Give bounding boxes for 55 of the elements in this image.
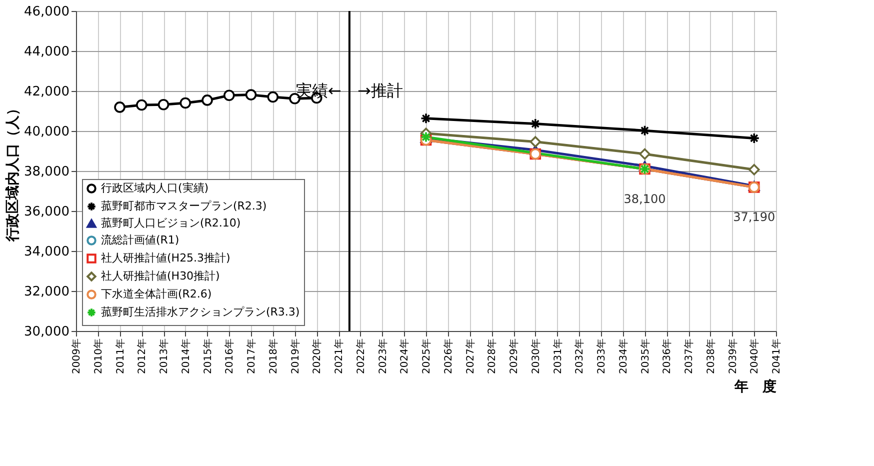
x-tick-label: 2027年 bbox=[464, 338, 476, 374]
y-tick-label: 40,000 bbox=[24, 124, 70, 140]
legend-label: 流総計画値(R1) bbox=[101, 234, 180, 246]
x-tick-label: 2010年 bbox=[92, 338, 104, 374]
x-tick-label: 2009年 bbox=[70, 338, 82, 374]
y-tick-label: 38,000 bbox=[24, 164, 70, 180]
annotation: 37,190 bbox=[733, 210, 776, 224]
y-tick-label: 42,000 bbox=[24, 84, 70, 100]
x-tick-label: 2035年 bbox=[639, 338, 652, 374]
x-tick-label: 2022年 bbox=[354, 338, 367, 374]
x-tick-label: 2034年 bbox=[617, 338, 630, 374]
x-tick-label: 2038年 bbox=[704, 338, 717, 374]
x-tick-label: 2028年 bbox=[486, 338, 498, 374]
x-tick-label: 2014年 bbox=[180, 338, 192, 374]
y-tick-label: 32,000 bbox=[24, 284, 70, 300]
x-tick-label: 2041年 bbox=[770, 338, 782, 374]
x-tick-label: 2024年 bbox=[398, 338, 411, 374]
legend-label: 社人研推計値(H30推計) bbox=[101, 270, 220, 282]
x-axis-title: 年 度 bbox=[734, 378, 776, 395]
x-tick-label: 2011年 bbox=[114, 338, 126, 374]
legend-label: 社人研推計値(H25.3推計) bbox=[101, 252, 230, 264]
y-tick-label: 34,000 bbox=[24, 244, 70, 260]
x-tick-label: 2026年 bbox=[442, 338, 454, 374]
legend-label: 行政区域内人口(実績) bbox=[101, 182, 209, 194]
annotation: 38,100 bbox=[624, 192, 666, 206]
x-tick-label: 2030年 bbox=[530, 338, 542, 374]
x-tick-label: 2012年 bbox=[136, 338, 148, 374]
annotation: →推計 bbox=[357, 81, 403, 100]
y-tick-label: 44,000 bbox=[24, 44, 70, 60]
legend-label: 菰野町都市マスタープラン(R2.3) bbox=[101, 200, 267, 212]
legend-label: 下水道全体計画(R2.6) bbox=[101, 288, 212, 300]
x-tick-label: 2033年 bbox=[596, 338, 608, 374]
x-tick-label: 2015年 bbox=[202, 338, 214, 374]
y-tick-label: 36,000 bbox=[24, 204, 70, 220]
legend-label: 菰野町生活排水アクションプラン(R3.3) bbox=[101, 306, 300, 318]
x-tick-label: 2017年 bbox=[246, 338, 258, 374]
x-tick-label: 2037年 bbox=[683, 338, 695, 374]
x-tick-label: 2039年 bbox=[726, 338, 739, 374]
y-tick-label: 46,000 bbox=[24, 4, 70, 20]
x-tick-label: 2019年 bbox=[289, 338, 302, 374]
x-tick-label: 2036年 bbox=[661, 338, 674, 374]
x-tick-label: 2040年 bbox=[748, 338, 761, 374]
x-tick-label: 2032年 bbox=[574, 338, 586, 374]
x-tick-label: 2013年 bbox=[158, 338, 170, 374]
legend-label: 菰野町人口ビジョン(R2.10) bbox=[101, 216, 241, 230]
y-axis-title: 行政区域内人口（人） bbox=[5, 102, 22, 242]
x-tick-label: 2029年 bbox=[508, 338, 520, 374]
x-tick-label: 2018年 bbox=[267, 338, 280, 374]
x-tick-label: 2021年 bbox=[333, 338, 345, 374]
x-tick-label: 2020年 bbox=[311, 338, 324, 374]
x-tick-label: 2025年 bbox=[420, 338, 432, 374]
x-tick-label: 2016年 bbox=[224, 338, 236, 374]
x-tick-label: 2023年 bbox=[376, 338, 389, 374]
x-tick-label: 2031年 bbox=[552, 338, 564, 374]
y-tick-label: 30,000 bbox=[24, 324, 70, 340]
